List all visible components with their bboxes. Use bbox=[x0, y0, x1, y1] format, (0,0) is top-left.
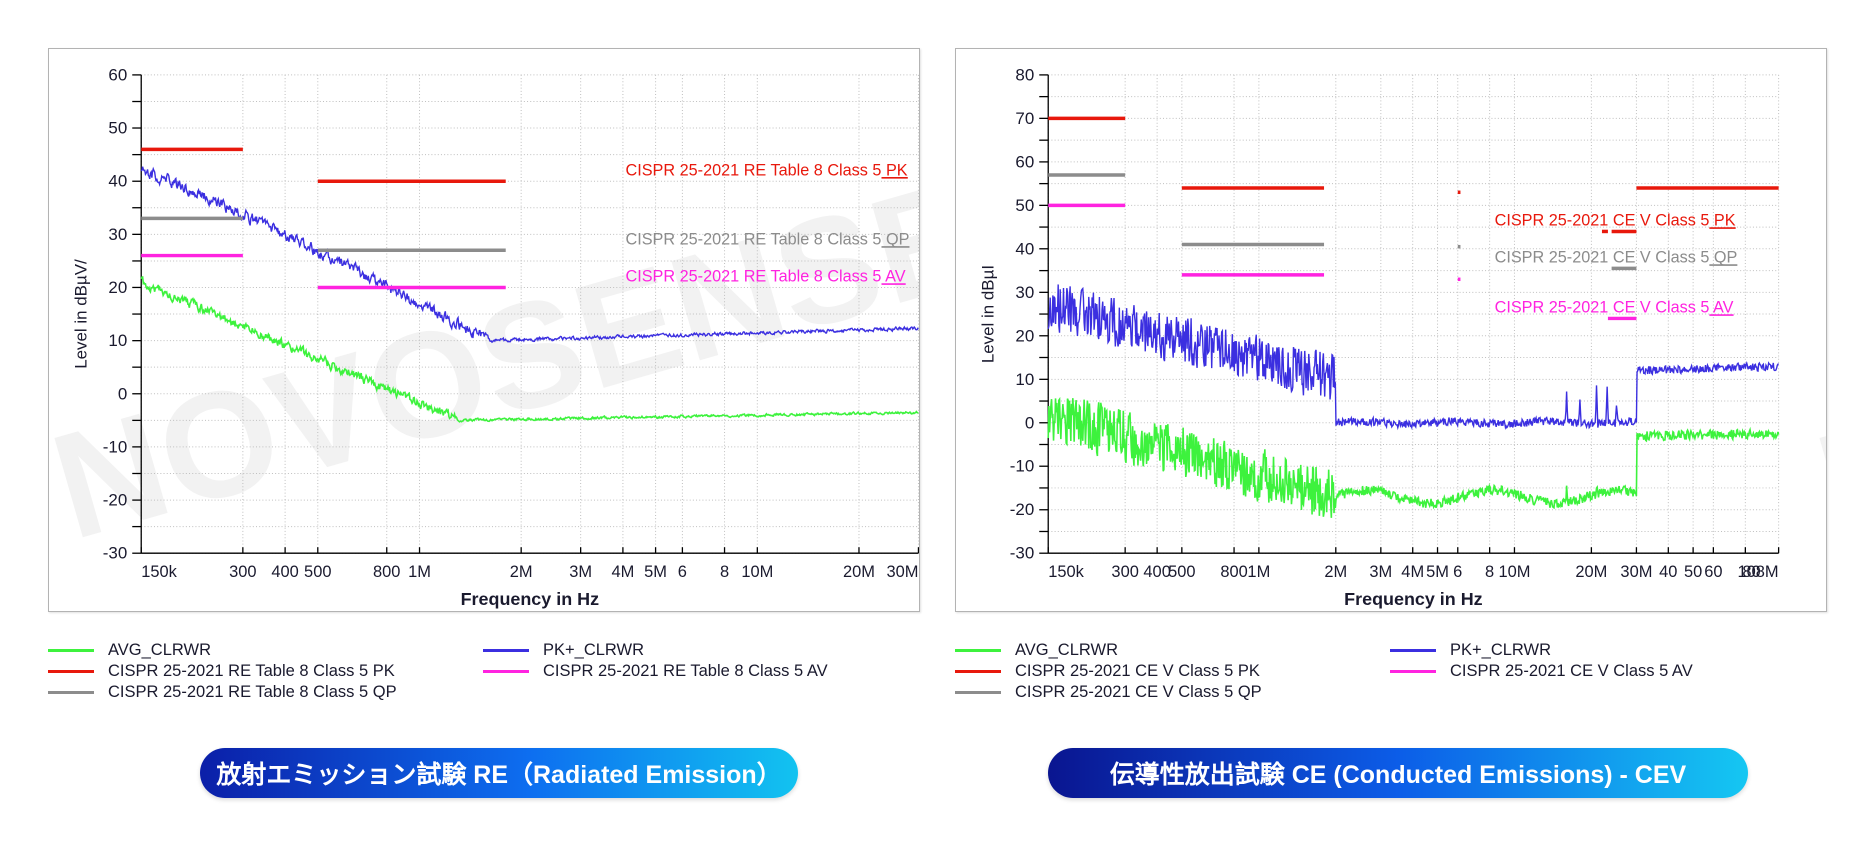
svg-text:30: 30 bbox=[1015, 283, 1034, 302]
svg-text:5M: 5M bbox=[644, 563, 667, 581]
svg-text:500: 500 bbox=[1168, 563, 1195, 581]
svg-text:1M: 1M bbox=[1247, 563, 1270, 581]
svg-text:-10: -10 bbox=[103, 437, 127, 456]
svg-text:60: 60 bbox=[1015, 152, 1034, 171]
svg-text:30: 30 bbox=[108, 225, 127, 244]
svg-text:400: 400 bbox=[271, 563, 298, 581]
svg-text:30M: 30M bbox=[1620, 563, 1652, 581]
svg-text:3M: 3M bbox=[1369, 563, 1392, 581]
svg-text:500: 500 bbox=[304, 563, 331, 581]
svg-text:20M: 20M bbox=[1575, 563, 1607, 581]
svg-text:30M: 30M bbox=[886, 563, 918, 581]
svg-text:70: 70 bbox=[1015, 109, 1034, 128]
svg-text:0: 0 bbox=[1025, 413, 1034, 432]
svg-text:108M: 108M bbox=[1737, 563, 1778, 581]
svg-text:2M: 2M bbox=[1324, 563, 1347, 581]
svg-text:50: 50 bbox=[1684, 563, 1702, 581]
svg-text:20: 20 bbox=[1015, 326, 1034, 345]
svg-text:800: 800 bbox=[1220, 563, 1247, 581]
svg-text:1M: 1M bbox=[408, 563, 431, 581]
svg-text:6: 6 bbox=[678, 563, 687, 581]
svg-text:4M: 4M bbox=[611, 563, 634, 581]
svg-text:-20: -20 bbox=[1010, 500, 1034, 519]
svg-text:-30: -30 bbox=[103, 544, 127, 563]
svg-text:800: 800 bbox=[373, 563, 400, 581]
svg-text:150k: 150k bbox=[141, 563, 177, 581]
svg-text:CISPR 25-2021 RE Table 8 Class: CISPR 25-2021 RE Table 8 Class 5 AV bbox=[625, 267, 905, 285]
svg-text:-10: -10 bbox=[1010, 457, 1034, 476]
svg-text:60: 60 bbox=[108, 65, 127, 84]
svg-text:10M: 10M bbox=[741, 563, 773, 581]
svg-text:-20: -20 bbox=[103, 491, 127, 510]
svg-text:4M: 4M bbox=[1401, 563, 1424, 581]
svg-text:8: 8 bbox=[720, 563, 729, 581]
svg-text:CISPR 25-2021 CE V Class 5 AV: CISPR 25-2021 CE V Class 5 AV bbox=[1495, 298, 1734, 316]
svg-text:CISPR 25-2021 RE Table 8 Class: CISPR 25-2021 RE Table 8 Class 5 QP bbox=[625, 230, 909, 248]
svg-text:10: 10 bbox=[108, 331, 127, 350]
svg-text:10M: 10M bbox=[1498, 563, 1530, 581]
svg-text:40: 40 bbox=[108, 172, 127, 191]
svg-text:50: 50 bbox=[1015, 196, 1034, 215]
svg-text:400: 400 bbox=[1143, 563, 1170, 581]
svg-text:Level in dBµV/: Level in dBµV/ bbox=[71, 259, 90, 369]
svg-text:20M: 20M bbox=[843, 563, 875, 581]
svg-text:10: 10 bbox=[1015, 370, 1034, 389]
svg-text:6: 6 bbox=[1453, 563, 1462, 581]
svg-text:20: 20 bbox=[108, 278, 127, 297]
svg-text:Frequency in Hz: Frequency in Hz bbox=[1344, 589, 1482, 609]
svg-text:40: 40 bbox=[1659, 563, 1677, 581]
svg-text:CISPR 25-2021 CE V Class 5 PK: CISPR 25-2021 CE V Class 5 PK bbox=[1495, 211, 1736, 229]
svg-text:5M: 5M bbox=[1426, 563, 1449, 581]
svg-text:60: 60 bbox=[1704, 563, 1722, 581]
svg-text:2M: 2M bbox=[510, 563, 533, 581]
svg-text:0: 0 bbox=[118, 384, 127, 403]
svg-text:300: 300 bbox=[229, 563, 256, 581]
svg-text:Frequency in Hz: Frequency in Hz bbox=[461, 589, 599, 609]
svg-text:150k: 150k bbox=[1048, 563, 1084, 581]
svg-text:CISPR 25-2021 RE Table 8 Class: CISPR 25-2021 RE Table 8 Class 5 PK bbox=[625, 161, 907, 179]
svg-text:-30: -30 bbox=[1010, 544, 1034, 563]
svg-text:Level in dBµI: Level in dBµI bbox=[978, 265, 997, 363]
svg-text:80: 80 bbox=[1015, 65, 1034, 84]
svg-text:50: 50 bbox=[108, 118, 127, 137]
svg-text:40: 40 bbox=[1015, 239, 1034, 258]
svg-text:8: 8 bbox=[1485, 563, 1494, 581]
svg-text:3M: 3M bbox=[569, 563, 592, 581]
svg-text:300: 300 bbox=[1111, 563, 1138, 581]
svg-text:CISPR 25-2021 CE V Class 5 QP: CISPR 25-2021 CE V Class 5 QP bbox=[1495, 248, 1738, 266]
